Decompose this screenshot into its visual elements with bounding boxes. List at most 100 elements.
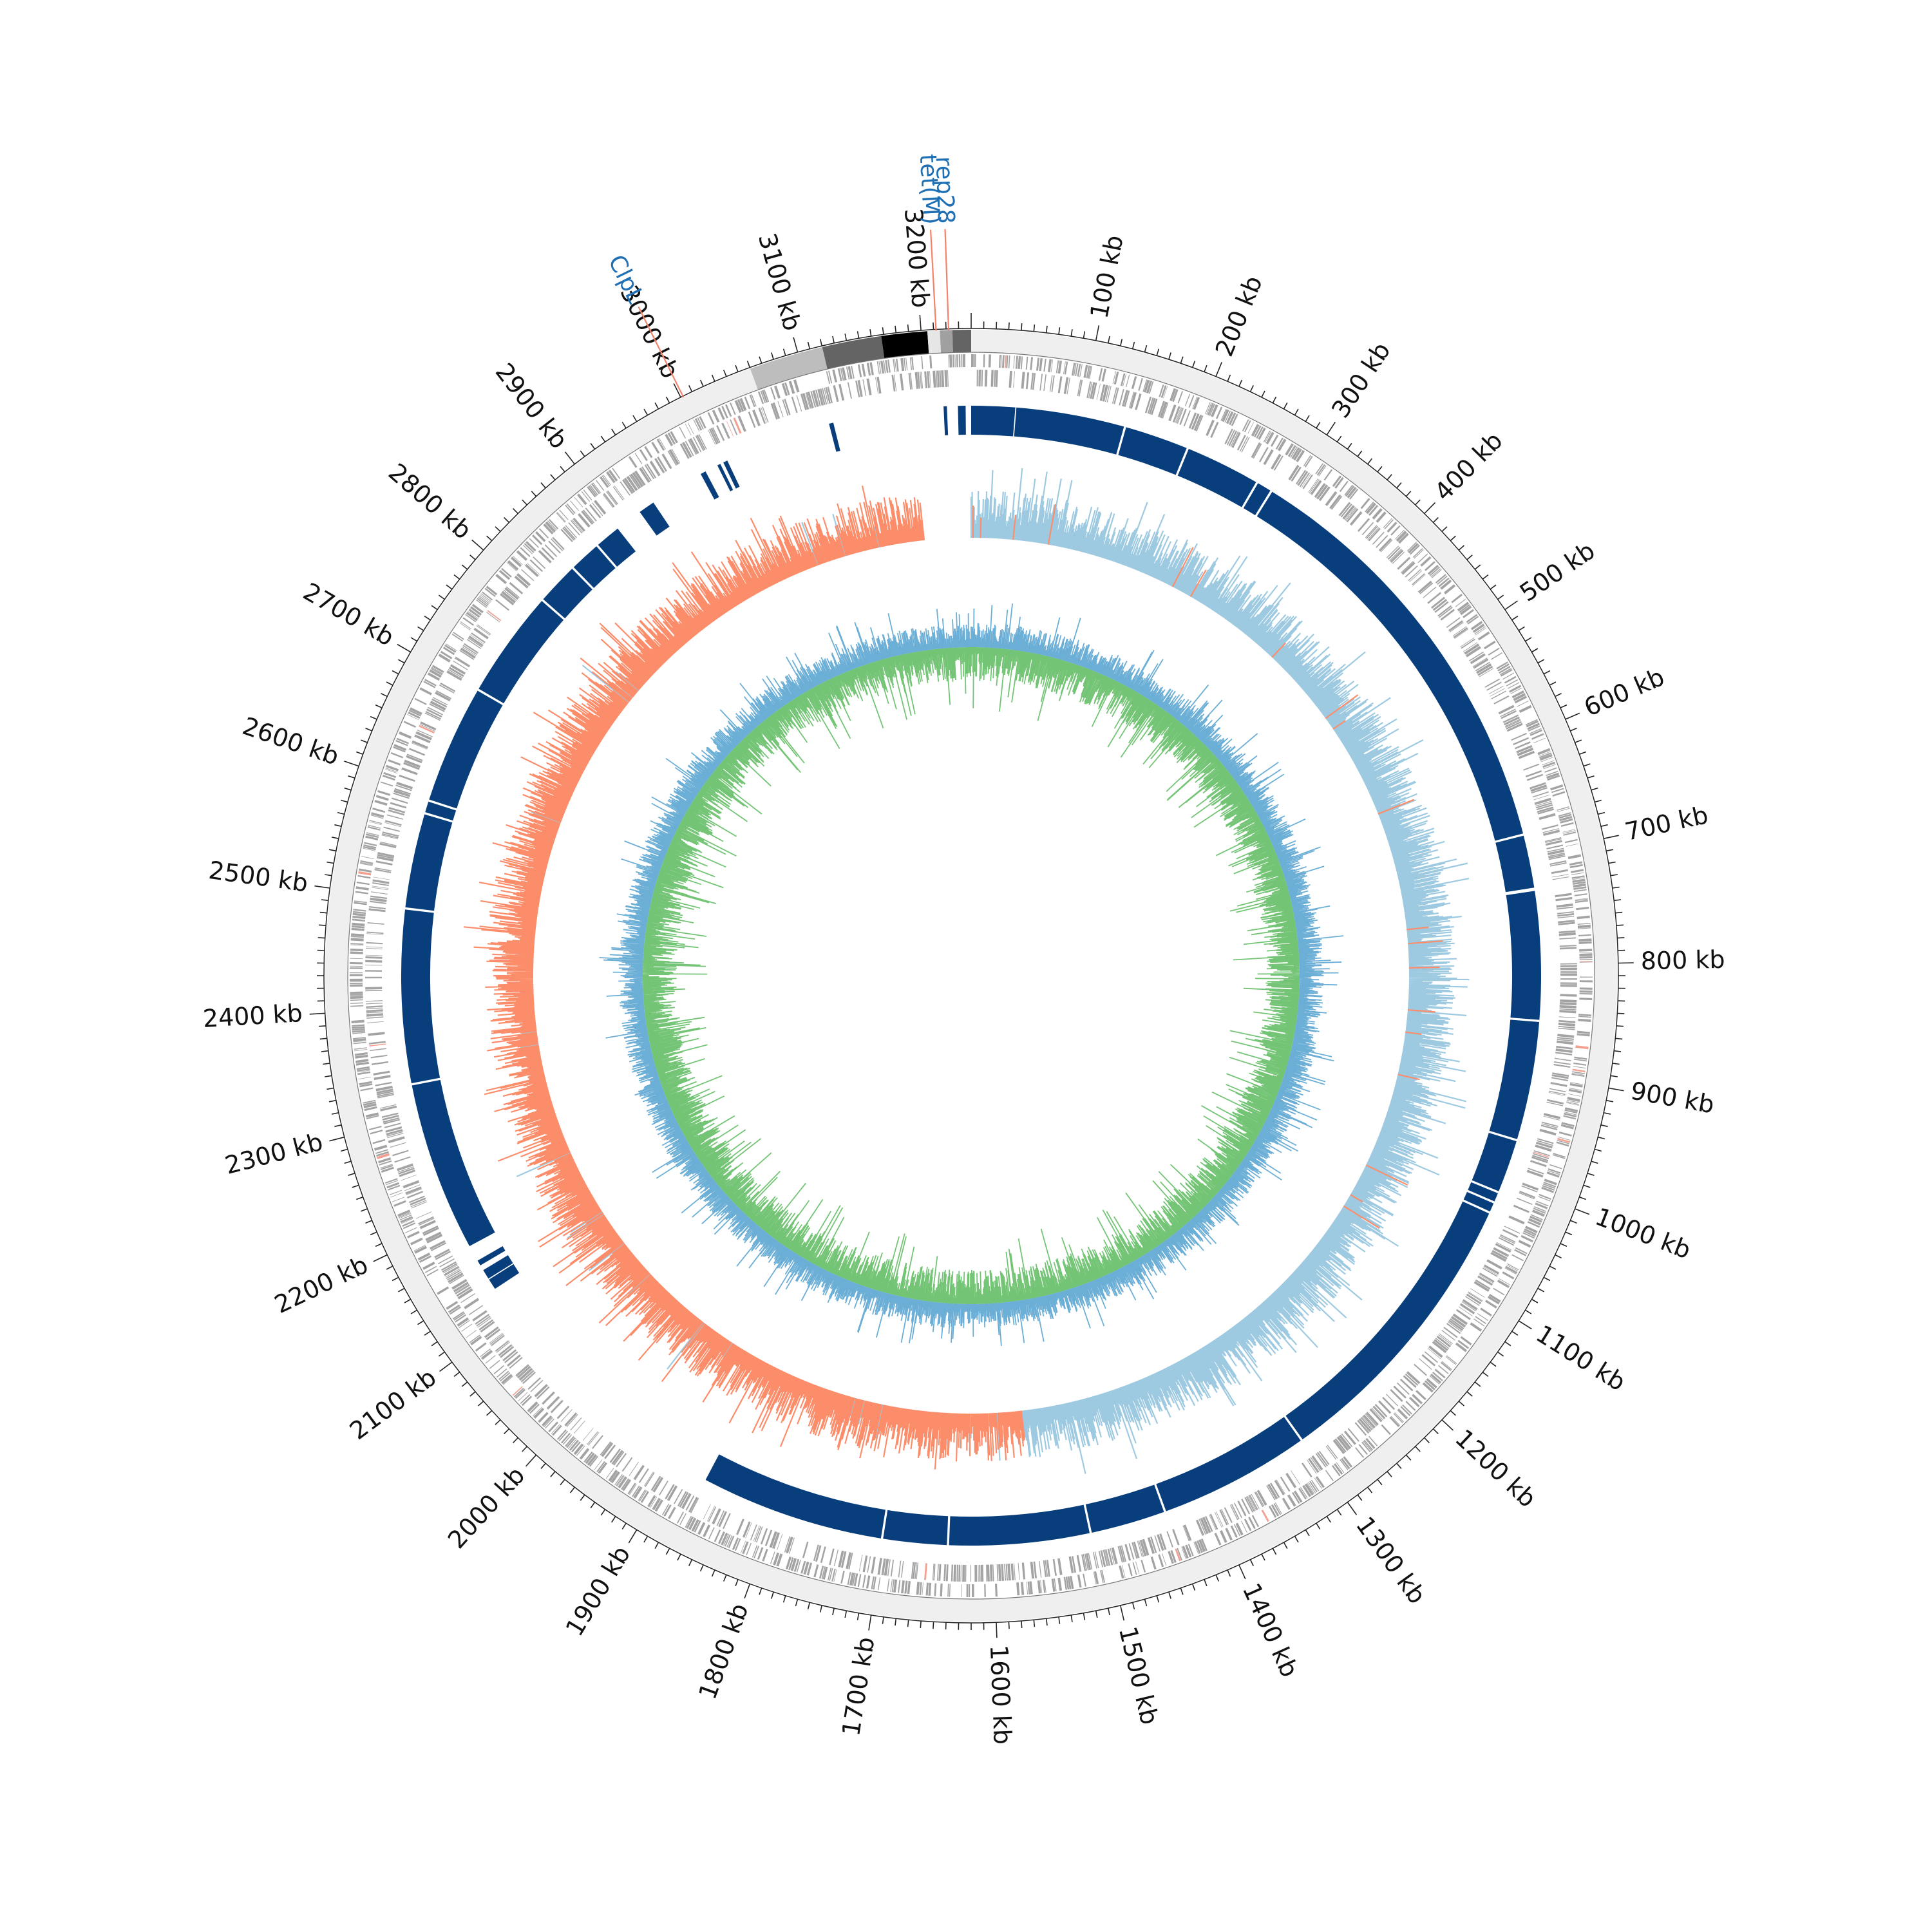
- cds-feature: [936, 370, 940, 388]
- cds-feature: [1560, 978, 1577, 980]
- cds-feature: [352, 915, 366, 919]
- cds-feature: [640, 1491, 649, 1503]
- cds-feature: [350, 967, 363, 969]
- cds-feature: [1247, 1495, 1256, 1511]
- cds-feature: [652, 1497, 661, 1511]
- cds-feature: [1247, 422, 1255, 434]
- cds-feature: [708, 430, 716, 445]
- cds-feature: [451, 1278, 468, 1290]
- cds-feature: [373, 1070, 390, 1075]
- cds-feature: [1567, 1097, 1580, 1103]
- cds-feature: [928, 1582, 932, 1596]
- cds-feature: [1043, 1560, 1047, 1577]
- blast-hit-28: [573, 546, 616, 589]
- cds-feature: [1215, 1511, 1222, 1528]
- cds-feature: [646, 463, 657, 478]
- cds-feature: [1175, 407, 1182, 423]
- cds-feature: [1543, 764, 1556, 770]
- cds-feature: [1578, 934, 1591, 937]
- cds-feature: [1537, 1140, 1553, 1146]
- cds-feature: [1479, 668, 1494, 677]
- cds-feature: [1519, 705, 1532, 714]
- cds-feature: [392, 1197, 404, 1202]
- cds-feature: [522, 544, 533, 554]
- cds-feature: [1517, 747, 1534, 757]
- cds-feature: [698, 433, 707, 450]
- cds-feature: [708, 1527, 715, 1540]
- cds-feature: [1560, 971, 1577, 972]
- cds-feature: [911, 357, 914, 370]
- cds-feature: [629, 1484, 637, 1495]
- cds-feature: [562, 527, 575, 541]
- cds-feature: [1573, 1066, 1586, 1069]
- cds-feature: [1193, 1542, 1199, 1555]
- blast-hit-10: [1468, 1182, 1498, 1202]
- cds-feature: [442, 647, 455, 656]
- cds-feature: [1301, 473, 1311, 488]
- cds-feature: [1533, 737, 1546, 744]
- cds-feature: [1499, 668, 1512, 676]
- cds-feature: [544, 1417, 553, 1428]
- gc-content-track: [599, 603, 1344, 1347]
- cds-feature: [893, 374, 897, 392]
- cds-feature: [1039, 358, 1043, 372]
- cds-feature: [506, 586, 520, 598]
- cds-feature: [426, 1234, 443, 1244]
- blast-hit-33: [723, 460, 740, 489]
- cds-feature: [1577, 1030, 1591, 1034]
- cds-feature: [1193, 397, 1200, 410]
- cds-feature: [980, 1564, 984, 1582]
- cds-feature: [1361, 522, 1374, 536]
- cds-feature: [1385, 1394, 1399, 1406]
- cds-feature: [681, 1493, 692, 1510]
- cds-feature: [396, 781, 413, 790]
- cds-feature: [1560, 972, 1577, 974]
- cds-feature: [939, 370, 942, 388]
- cds-feature: [1287, 1494, 1296, 1507]
- cds-feature: [1201, 1539, 1208, 1551]
- cds-feature: [1148, 381, 1154, 394]
- cds-feature: [365, 954, 383, 956]
- cds-feature: [419, 724, 435, 734]
- scale-ticks: [309, 313, 1634, 1638]
- cds-feature: [668, 1506, 676, 1519]
- cds-feature: [1530, 784, 1548, 792]
- cds-feature: [607, 490, 618, 505]
- cds-feature: [788, 1557, 794, 1571]
- cds-feature: [1354, 1422, 1367, 1436]
- blast-hit-24: [425, 801, 457, 821]
- cds-feature: [525, 541, 536, 552]
- cds-feature: [359, 863, 373, 866]
- cds-feature: [462, 645, 478, 656]
- cds-feature: [1560, 982, 1577, 983]
- cds-feature: [382, 831, 399, 837]
- cds-feature: [399, 731, 412, 739]
- cds-feature: [819, 388, 826, 406]
- cds-feature: [1441, 1361, 1452, 1370]
- cds-feature: [1573, 1062, 1587, 1066]
- cds-feature: [1486, 681, 1502, 691]
- cds-feature: [516, 1365, 531, 1379]
- cds-feature: [1233, 1502, 1242, 1519]
- cds-feature: [476, 625, 491, 636]
- cds-feature: [1560, 985, 1577, 987]
- cds-feature: [875, 377, 879, 394]
- cds-feature: [354, 1052, 368, 1056]
- cds-feature: [1425, 561, 1435, 571]
- cds-feature: [1559, 947, 1577, 950]
- cds-feature: [1009, 370, 1012, 388]
- cds-feature: [366, 1016, 384, 1019]
- cds-feature: [958, 354, 961, 368]
- cds-feature: [1530, 1215, 1542, 1223]
- cds-feature: [358, 1076, 372, 1080]
- cds-feature: [1099, 384, 1106, 401]
- cds-feature: [350, 1002, 363, 1004]
- cds-feature: [848, 366, 853, 379]
- cds-feature: [1558, 1136, 1571, 1141]
- cds-feature: [687, 422, 694, 435]
- cds-feature: [1235, 1522, 1244, 1536]
- cds-feature: [616, 1453, 627, 1468]
- cds-feature: [1296, 450, 1305, 462]
- cds-feature: [1579, 953, 1593, 956]
- cds-feature: [1304, 1483, 1314, 1496]
